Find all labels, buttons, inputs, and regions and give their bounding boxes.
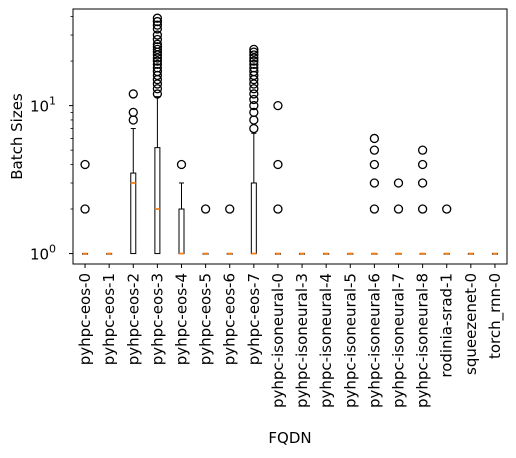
x-tick-label: rodinia-srad-1 bbox=[438, 273, 456, 378]
x-tick-label: pyhpc-eos-2 bbox=[124, 273, 142, 365]
x-tick-label: pyhpc-eos-3 bbox=[148, 273, 166, 365]
x-tick-label: pyhpc-isoneural-5 bbox=[341, 273, 359, 408]
x-tick-label: pyhpc-eos-5 bbox=[197, 273, 215, 365]
x-tick-label: torch_rnn-0 bbox=[486, 273, 505, 359]
box-group bbox=[300, 254, 305, 255]
x-tick-label: pyhpc-eos-1 bbox=[100, 273, 118, 365]
x-tick-label: pyhpc-eos-4 bbox=[173, 273, 191, 365]
x-tick-label: pyhpc-eos-7 bbox=[245, 273, 263, 365]
x-axis-label: FQDN bbox=[268, 429, 311, 447]
box-group bbox=[492, 254, 497, 255]
x-tick-label: pyhpc-isoneural-7 bbox=[390, 273, 408, 408]
box-group bbox=[348, 254, 353, 255]
box-group bbox=[468, 254, 473, 255]
box-group bbox=[107, 254, 112, 255]
x-tick-label: pyhpc-isoneural-8 bbox=[414, 273, 432, 408]
y-axis-label: Batch Sizes bbox=[8, 93, 26, 180]
box-group bbox=[324, 254, 329, 255]
x-tick-label: pyhpc-isoneural-0 bbox=[269, 273, 287, 408]
x-tick-label: pyhpc-isoneural-4 bbox=[317, 273, 335, 408]
x-tick-label: squeezenet-0 bbox=[462, 273, 480, 375]
x-tick-label: pyhpc-isoneural-6 bbox=[365, 273, 383, 408]
x-tick-label: pyhpc-isoneural-3 bbox=[293, 273, 311, 408]
x-tick-label: pyhpc-eos-0 bbox=[76, 273, 94, 365]
x-tick-label: pyhpc-eos-6 bbox=[221, 273, 239, 365]
